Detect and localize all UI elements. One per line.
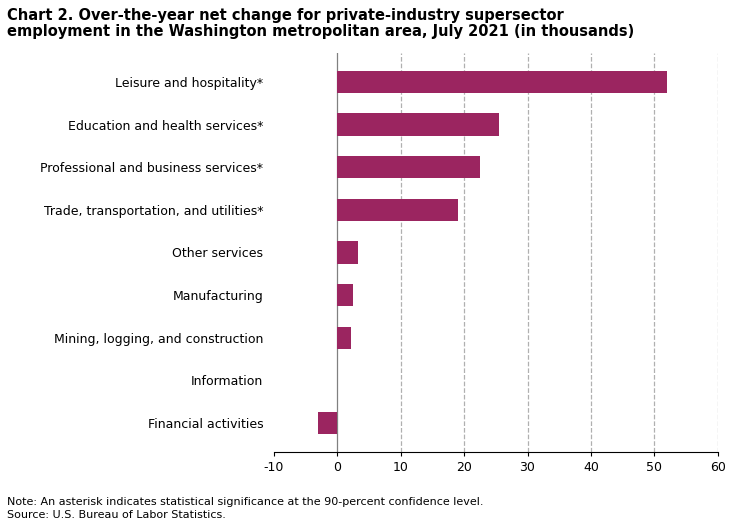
Text: Source: U.S. Bureau of Labor Statistics.: Source: U.S. Bureau of Labor Statistics. bbox=[7, 510, 226, 520]
Text: Chart 2. Over-the-year net change for private-industry supersector: Chart 2. Over-the-year net change for pr… bbox=[7, 8, 564, 23]
Bar bbox=[337, 156, 480, 178]
Bar bbox=[337, 71, 667, 93]
Bar bbox=[337, 241, 357, 264]
Bar bbox=[337, 199, 458, 221]
Bar bbox=[337, 284, 353, 306]
Bar bbox=[318, 412, 337, 434]
Text: Note: An asterisk indicates statistical significance at the 90-percent confidenc: Note: An asterisk indicates statistical … bbox=[7, 497, 484, 507]
Bar bbox=[337, 327, 351, 349]
Text: employment in the Washington metropolitan area, July 2021 (in thousands): employment in the Washington metropolita… bbox=[7, 24, 635, 39]
Bar bbox=[337, 114, 499, 136]
